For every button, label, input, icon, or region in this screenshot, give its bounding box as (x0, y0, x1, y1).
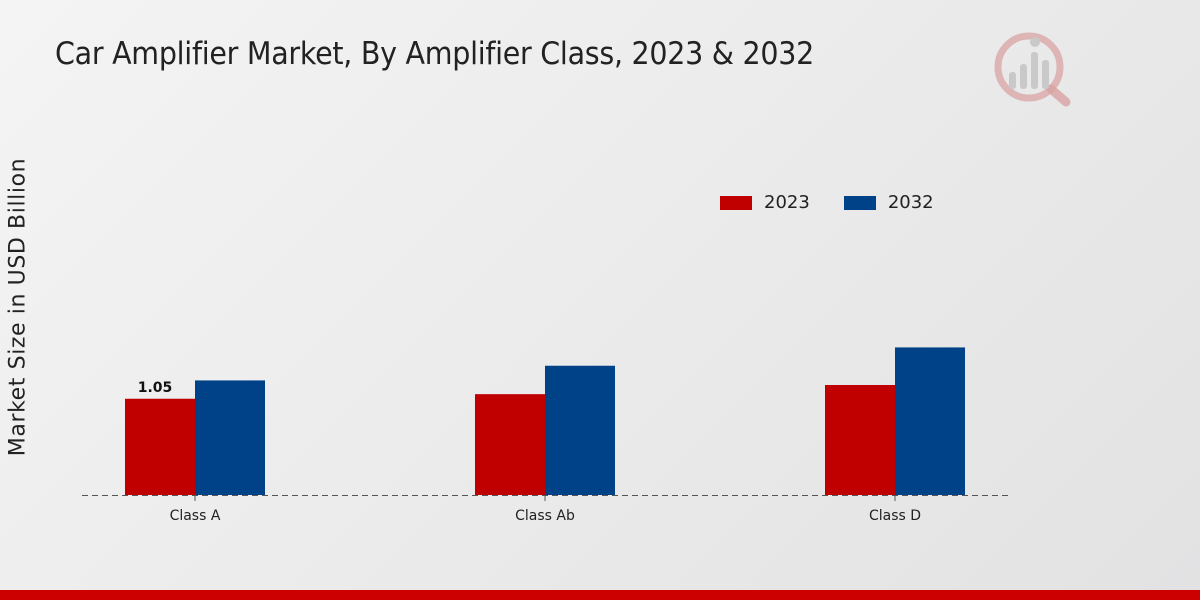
bar-2032-class-a (195, 380, 265, 495)
market-research-logo-icon (994, 32, 1071, 107)
bar-2032-class-d (895, 347, 965, 495)
legend-swatch-2023 (720, 195, 752, 210)
chart-legend: 2023 2032 (720, 192, 934, 213)
legend-label-2032: 2032 (887, 192, 934, 213)
bar-2023-class-d (825, 385, 895, 495)
bar-2023-class-a (125, 398, 195, 495)
legend-label-2023: 2023 (764, 192, 810, 213)
x-tick-label: Class Ab (515, 508, 575, 524)
x-tick-label: Class D (869, 508, 921, 524)
bar-2032-class-ab (545, 365, 615, 495)
bar-2023-class-ab (475, 394, 545, 495)
chart-title: Car Amplifier Market, By Amplifier Class… (55, 36, 815, 72)
bottom-accent-bar (0, 590, 1200, 600)
x-tick-label: Class A (170, 508, 221, 524)
legend-swatch-2032 (843, 195, 876, 210)
data-label: 1.05 (138, 380, 173, 396)
legend-item-2032: 2032 (843, 192, 934, 213)
legend-item-2023: 2023 (720, 192, 810, 213)
